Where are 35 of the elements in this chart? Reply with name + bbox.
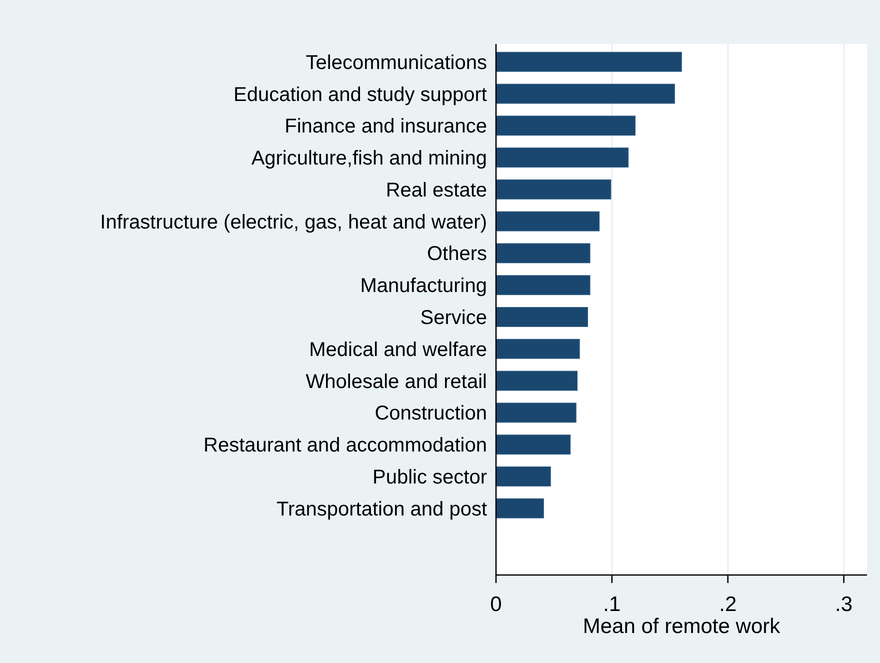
x-tick-label: 0 [490,593,502,616]
x-tick-label: .1 [603,593,621,616]
y-tick-label: Others [426,243,487,266]
bar [496,148,629,168]
bar [496,243,590,264]
bar [496,84,675,104]
bar [496,179,612,200]
y-tick-label: Restaurant and accommodation [204,434,487,457]
y-tick-label: Infrastructure (electric, gas, heat and water) [100,211,487,234]
bar [496,307,588,327]
bar [496,370,578,391]
y-tick-label: Manufacturing [360,275,487,298]
bar [496,116,636,136]
y-tick-label: Wholesale and retail [306,370,487,393]
y-tick-label: Public sector [372,466,488,488]
x-axis-title: Mean of remote work [582,615,781,638]
bar [496,211,600,232]
bar [496,338,580,359]
y-tick-label: Finance and insurance [284,116,487,138]
y-tick-label: Agriculture,fish and mining [251,148,487,170]
bar [496,498,544,518]
x-tick-label: .2 [719,593,737,616]
y-tick-label: Medical and welfare [309,338,487,361]
bar [496,434,571,455]
bar [496,275,590,296]
y-tick-label: Construction [374,402,487,425]
y-tick-label: Education and study support [233,84,488,106]
bar [496,466,551,486]
x-tick-label: .3 [835,593,853,616]
y-tick-label: Service [420,306,487,329]
y-tick-label: Telecommunications [306,52,487,74]
y-tick-label: Real estate [386,179,487,202]
y-tick-label: Transportation and post [276,498,488,520]
bar [496,402,576,423]
bar [496,52,682,72]
